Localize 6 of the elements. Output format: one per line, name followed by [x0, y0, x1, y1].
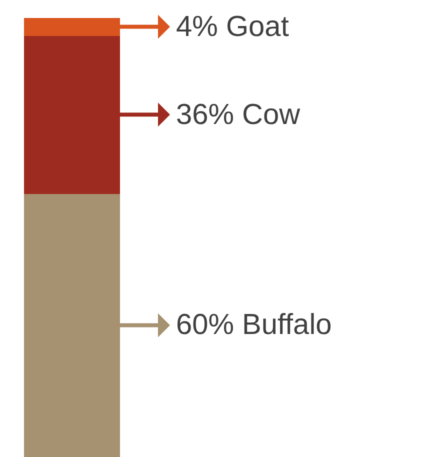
data-label: 4%: [176, 11, 218, 43]
text: Buffalo: [242, 309, 332, 341]
data-label: 36%: [176, 99, 234, 131]
data-label: 60%: [176, 309, 234, 341]
text: Cow: [242, 99, 302, 131]
legend-label: Goat: [226, 11, 289, 43]
